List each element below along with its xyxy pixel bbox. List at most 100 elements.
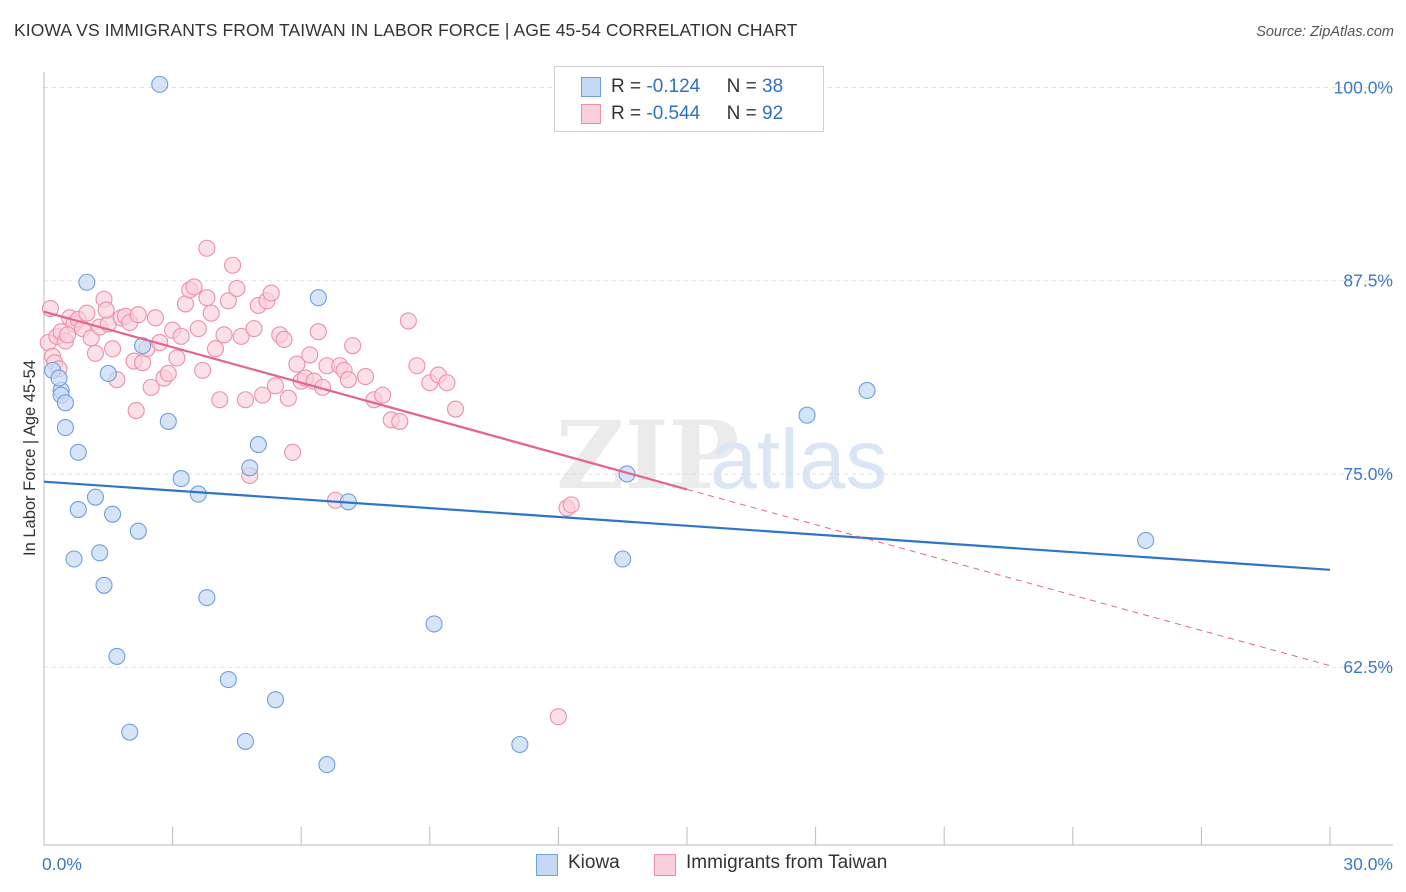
data-point-taiwan (374, 386, 392, 404)
legend-n-value-kiowa: 38 (762, 76, 784, 97)
data-point-taiwan (146, 309, 165, 327)
data-point-kiowa (159, 412, 177, 430)
data-point-taiwan (399, 312, 417, 330)
source-credit: Source: ZipAtlas.com (1256, 24, 1394, 40)
y-axis-title: In Labor Force | Age 45-54 (21, 360, 39, 556)
correlation-legend: R = -0.124 N = 38 R = -0.544 N = 92 (554, 66, 824, 132)
data-point-taiwan (284, 443, 302, 461)
data-point-taiwan (344, 337, 362, 355)
data-point-taiwan (59, 326, 77, 344)
data-point-kiowa (425, 615, 443, 633)
data-point-taiwan (288, 355, 306, 373)
data-point-kiowa (249, 436, 267, 454)
legend-n-label: N = (726, 76, 763, 97)
y-tick-label: 75.0% (1343, 464, 1393, 484)
y-tick-label: 62.5% (1343, 657, 1393, 677)
data-point-kiowa (198, 589, 216, 607)
watermark-atlas: atlas (710, 412, 887, 506)
data-point-taiwan (97, 301, 115, 319)
data-point-kiowa (56, 394, 74, 412)
legend-n-label: N = (726, 103, 763, 124)
data-point-taiwan (275, 330, 293, 349)
series-taiwan-points (39, 239, 580, 726)
data-point-taiwan (198, 239, 216, 257)
data-point-kiowa (69, 443, 87, 461)
x-tick-label-max: 30.0% (1343, 854, 1393, 874)
data-point-taiwan (232, 327, 250, 345)
data-point-kiowa (129, 522, 147, 540)
data-point-taiwan (86, 344, 104, 362)
data-point-kiowa (511, 735, 529, 754)
data-point-taiwan (215, 326, 233, 344)
data-point-taiwan (562, 496, 580, 514)
data-point-kiowa (50, 369, 68, 387)
legend-r-value-taiwan: -0.544 (646, 103, 701, 124)
axes (43, 72, 1393, 846)
data-point-taiwan (309, 323, 327, 341)
data-point-taiwan (301, 346, 319, 364)
bottom-legend-label-kiowa: Kiowa (568, 852, 620, 873)
data-point-taiwan (202, 304, 220, 322)
data-point-kiowa (65, 550, 83, 568)
data-point-taiwan (194, 361, 212, 379)
data-point-taiwan (549, 708, 567, 726)
data-point-taiwan (127, 402, 145, 420)
data-point-kiowa (151, 75, 169, 93)
data-point-kiowa (236, 732, 255, 750)
data-point-kiowa (91, 544, 109, 562)
data-point-taiwan (339, 371, 357, 389)
data-point-taiwan (104, 340, 122, 358)
bottom-legend-label-taiwan: Immigrants from Taiwan (686, 852, 888, 873)
data-point-taiwan (189, 320, 207, 338)
data-point-kiowa (309, 289, 327, 307)
data-point-taiwan (168, 349, 186, 367)
data-point-kiowa (69, 500, 87, 519)
trend-line-taiwan (43, 310, 688, 491)
legend-swatch-kiowa (581, 77, 601, 97)
data-point-taiwan (391, 412, 409, 430)
data-point-taiwan (206, 340, 225, 358)
legend-r-label: R = (611, 103, 647, 124)
trend-lines (43, 310, 1331, 667)
legend-r-value-kiowa: -0.124 (646, 76, 701, 97)
data-point-taiwan (211, 391, 229, 409)
data-point-taiwan (78, 304, 96, 322)
legend-n-value-taiwan: 92 (762, 103, 784, 124)
legend-swatch-taiwan (581, 104, 601, 124)
data-point-taiwan (236, 391, 255, 409)
y-tick-label: 87.5% (1343, 271, 1393, 291)
data-point-kiowa (1137, 531, 1155, 549)
data-point-taiwan (438, 374, 456, 392)
data-point-kiowa (172, 470, 190, 488)
data-point-taiwan (198, 289, 216, 307)
data-point-taiwan (228, 279, 246, 297)
data-point-taiwan (172, 327, 190, 345)
watermark-zip: ZIP (556, 401, 739, 511)
data-point-kiowa (78, 273, 96, 291)
y-tick-label: 100.0% (1334, 77, 1393, 97)
bottom-legend-swatch-taiwan (654, 854, 676, 876)
data-point-kiowa (318, 756, 336, 774)
data-point-taiwan (159, 364, 177, 383)
data-point-kiowa (86, 488, 104, 506)
data-point-kiowa (189, 485, 207, 503)
data-point-taiwan (219, 292, 237, 310)
data-point-taiwan (266, 377, 285, 395)
data-point-taiwan (224, 256, 242, 274)
series-kiowa-points (44, 75, 1155, 774)
trend-line-taiwan-extension (686, 488, 1331, 667)
data-point-taiwan (279, 389, 297, 407)
data-point-taiwan (129, 306, 147, 324)
data-point-taiwan (185, 278, 203, 296)
data-point-kiowa (134, 337, 152, 355)
data-point-kiowa (95, 576, 113, 594)
chart-title: KIOWA VS IMMIGRANTS FROM TAIWAN IN LABOR… (14, 20, 798, 40)
data-point-kiowa (266, 691, 285, 709)
data-point-taiwan (408, 357, 426, 375)
data-point-taiwan (245, 320, 263, 338)
data-point-taiwan (262, 284, 280, 302)
data-point-kiowa (56, 419, 74, 437)
data-point-taiwan (356, 368, 375, 386)
data-point-taiwan (446, 400, 465, 418)
